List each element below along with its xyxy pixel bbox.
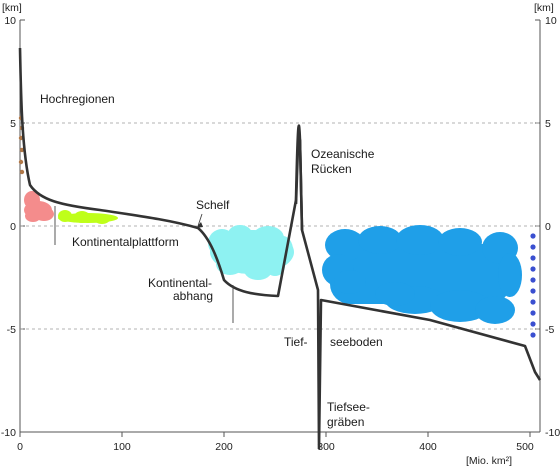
x-tick-marks (19, 432, 531, 437)
label-ozeanische: Ozeanische (311, 147, 375, 161)
label-ruecken: Rücken (311, 162, 352, 176)
y-tick-label: -10 (1, 427, 16, 439)
label-kontinentalabhang-2: abhang (173, 289, 213, 303)
y-tick-label: -5 (545, 324, 554, 336)
y-unit-left: [km] (2, 2, 22, 14)
y-tick-label: 5 (10, 118, 16, 130)
label-hochregionen: Hochregionen (40, 92, 115, 106)
pink-blob (24, 191, 54, 222)
blue-dots (530, 233, 536, 338)
x-tick-label: 0 (17, 441, 23, 453)
label-graeben: gräben (327, 415, 364, 429)
x-tick-label: 400 (419, 441, 437, 453)
label-schelf: Schelf (196, 198, 230, 212)
y-tick-label: -10 (545, 427, 560, 439)
y-tick-labels-left: 10 5 0 -5 -10 (1, 15, 16, 439)
leader-lines (54, 206, 234, 323)
y-unit-right: [km] (534, 2, 554, 14)
schelf-arrowhead (196, 222, 203, 228)
gridlines (20, 122, 540, 330)
y-tick-label: 10 (545, 15, 557, 27)
y-tick-label: 0 (545, 221, 551, 233)
y-tick-label: 5 (545, 118, 551, 130)
ocean-blob (322, 225, 522, 324)
label-kontinentalabhang-1: Kontinental- (148, 276, 212, 290)
x-unit-label: [Mio. km²] (466, 455, 512, 467)
ridge-peak (294, 138, 304, 231)
label-seeboden: seeboden (330, 335, 383, 349)
y-tick-labels-right: 10 5 0 -5 -10 (545, 15, 560, 439)
label-tiefsee: Tiefsee- (327, 400, 370, 414)
x-tick-label: 200 (215, 441, 233, 453)
y-tick-label: 0 (10, 221, 16, 233)
x-tick-label: 300 (317, 441, 335, 453)
leader-schelf (197, 213, 203, 227)
label-kontinentalplattform: Kontinentalplattform (72, 235, 179, 249)
x-tick-label: 100 (113, 441, 131, 453)
hypsometric-curve (18, 47, 542, 450)
cyan-blob (208, 225, 294, 280)
label-tief: Tief- (284, 335, 308, 349)
y-tick-label: 10 (4, 15, 16, 27)
y-tick-label: -5 (7, 324, 16, 336)
x-tick-labels: 0 100 200 300 400 500 (17, 441, 534, 453)
x-tick-label: 500 (516, 441, 534, 453)
lime-blob (58, 210, 118, 224)
